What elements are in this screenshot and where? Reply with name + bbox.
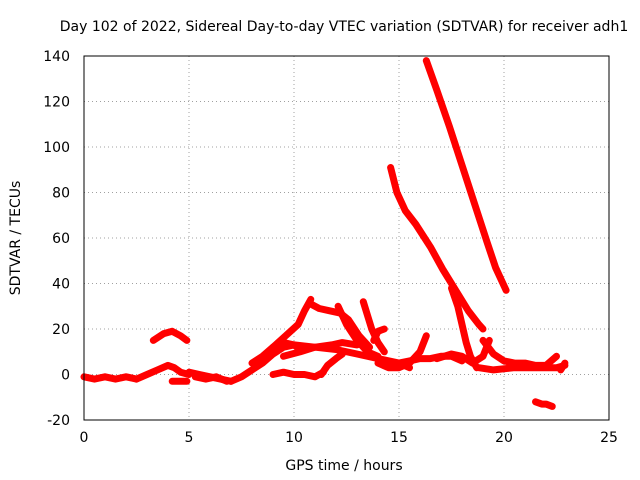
series-arc-22-23h bbox=[557, 359, 569, 374]
series-arc-early-hump bbox=[133, 361, 193, 383]
series-arc-19-23h-tail bbox=[475, 361, 569, 374]
y-tick-label: 60 bbox=[52, 231, 70, 247]
x-tick-label: 20 bbox=[495, 430, 513, 446]
series-arc-12-14h bbox=[334, 302, 382, 360]
x-tick-label: 25 bbox=[600, 430, 618, 446]
series-arc-14.6-19h-decline bbox=[387, 164, 487, 333]
series-arc-11-12-rise bbox=[317, 350, 346, 378]
x-tick-label: 0 bbox=[80, 430, 89, 446]
chart-title: Day 102 of 2022, Sidereal Day-to-day VTE… bbox=[60, 19, 628, 35]
series-arc-13-14h-spike bbox=[359, 298, 388, 356]
series-arc-7-9h-rise bbox=[227, 341, 298, 385]
x-tick-labels: 0 5 10 15 20 25 bbox=[80, 430, 618, 446]
y-axis-label: SDTVAR / TECUs bbox=[8, 181, 24, 296]
series-arc-16.3-20h-steep bbox=[422, 57, 510, 294]
x-tick-label: 10 bbox=[285, 430, 303, 446]
series-arc-21.5-22.3h-neg bbox=[532, 398, 556, 410]
y-tick-label: 20 bbox=[52, 322, 70, 338]
y-tick-label: 120 bbox=[43, 95, 70, 111]
series-arc-17-19.5h bbox=[433, 336, 493, 367]
y-tick-label: 40 bbox=[52, 277, 70, 293]
y-tick-label: -20 bbox=[47, 413, 70, 429]
series-arc-9-12h-low bbox=[269, 368, 327, 381]
grid-lines bbox=[84, 56, 609, 420]
series-arc-17.5-19h-drop bbox=[448, 284, 481, 372]
series-arc-9-11h-peak bbox=[269, 295, 315, 351]
x-tick-label: 15 bbox=[390, 430, 408, 446]
series-arc-4h-top bbox=[149, 327, 191, 344]
y-tick-label: 80 bbox=[52, 186, 70, 202]
y-tick-label: 100 bbox=[43, 140, 70, 156]
y-tick-label: 140 bbox=[43, 49, 70, 65]
data-series-group bbox=[80, 57, 569, 410]
x-tick-label: 5 bbox=[185, 430, 194, 446]
series-arc-baseline-left bbox=[80, 373, 140, 383]
x-axis-label: GPS time / hours bbox=[285, 458, 402, 474]
y-tick-labels: -20 0 20 40 60 80 100 120 140 bbox=[43, 49, 70, 429]
plot-frame bbox=[83, 55, 610, 421]
y-tick-label: 0 bbox=[61, 368, 70, 384]
series-arc-5-7h-b bbox=[191, 373, 231, 385]
series-arc-19-22.5h bbox=[479, 336, 560, 369]
series-arc-14h-short bbox=[370, 325, 388, 344]
